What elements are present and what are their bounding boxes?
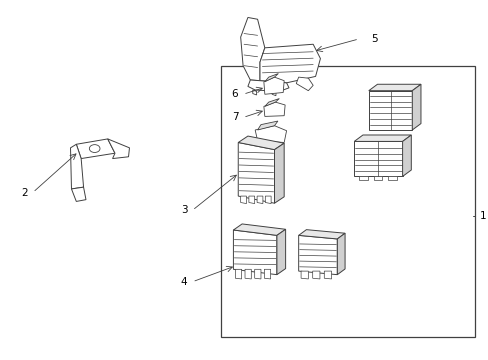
Polygon shape — [387, 176, 396, 180]
Polygon shape — [240, 18, 264, 81]
Polygon shape — [373, 176, 382, 180]
Polygon shape — [264, 77, 284, 94]
Polygon shape — [238, 136, 284, 150]
Text: 2: 2 — [21, 188, 28, 198]
Polygon shape — [312, 271, 319, 279]
Polygon shape — [254, 269, 261, 279]
Polygon shape — [70, 144, 83, 189]
Circle shape — [89, 145, 100, 153]
Text: 6: 6 — [231, 89, 238, 99]
Polygon shape — [252, 90, 256, 95]
Polygon shape — [358, 176, 367, 180]
Text: 1: 1 — [479, 211, 486, 221]
Polygon shape — [411, 84, 420, 130]
Polygon shape — [238, 143, 274, 203]
Text: 3: 3 — [181, 205, 187, 215]
Polygon shape — [271, 91, 275, 96]
Polygon shape — [235, 269, 241, 279]
Polygon shape — [255, 126, 286, 143]
Polygon shape — [233, 224, 285, 235]
Polygon shape — [240, 196, 246, 203]
Polygon shape — [264, 73, 278, 82]
Bar — [221, 66, 474, 337]
Polygon shape — [353, 135, 410, 141]
Polygon shape — [274, 143, 284, 203]
Text: 4: 4 — [181, 277, 187, 287]
Polygon shape — [368, 84, 420, 91]
Polygon shape — [264, 269, 270, 279]
Polygon shape — [76, 139, 115, 158]
Polygon shape — [298, 230, 345, 239]
Polygon shape — [265, 196, 270, 203]
Text: 7: 7 — [231, 112, 238, 122]
Polygon shape — [257, 196, 263, 203]
Polygon shape — [244, 269, 251, 279]
Polygon shape — [301, 271, 308, 279]
Polygon shape — [402, 135, 410, 176]
Polygon shape — [296, 77, 312, 91]
Polygon shape — [107, 139, 129, 158]
Polygon shape — [264, 102, 285, 116]
Polygon shape — [298, 235, 337, 275]
Polygon shape — [264, 99, 279, 107]
Polygon shape — [276, 229, 285, 275]
Polygon shape — [233, 230, 276, 275]
Polygon shape — [368, 91, 411, 130]
Polygon shape — [248, 196, 254, 203]
Polygon shape — [353, 141, 402, 176]
Text: 5: 5 — [370, 34, 377, 44]
Polygon shape — [337, 233, 345, 275]
Polygon shape — [260, 44, 320, 83]
Polygon shape — [324, 271, 331, 279]
Polygon shape — [71, 187, 86, 202]
Polygon shape — [247, 80, 288, 91]
Polygon shape — [257, 121, 277, 130]
